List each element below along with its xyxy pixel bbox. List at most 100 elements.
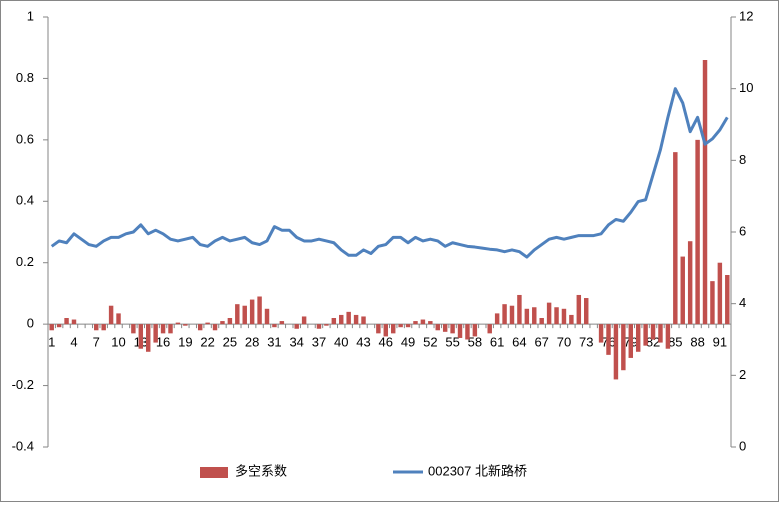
x-tick-label: 82: [646, 335, 660, 350]
bar: [49, 324, 54, 331]
bar: [598, 324, 604, 343]
bar: [138, 324, 144, 349]
x-tick-label: 40: [334, 335, 348, 350]
bar: [665, 324, 671, 349]
legend: 多空系数 002307 北新路桥: [200, 463, 527, 478]
bar: [183, 324, 188, 326]
bar: [108, 305, 114, 325]
bar: [687, 241, 693, 325]
bar: [658, 324, 663, 343]
bar: [546, 302, 552, 325]
x-tick-label: 25: [223, 335, 237, 350]
bar: [71, 319, 77, 325]
y-tick-label: 0.8: [16, 70, 34, 85]
y2-tick-label: 10: [739, 80, 753, 95]
bar: [346, 311, 351, 325]
bar: [316, 324, 322, 329]
bar: [324, 324, 329, 326]
y-tick-label: 0.4: [16, 193, 34, 208]
bar: [227, 318, 233, 325]
bar: [457, 324, 463, 338]
bar: [301, 316, 307, 325]
bar: [584, 298, 589, 325]
bar: [554, 307, 559, 325]
bar: [376, 324, 381, 334]
y2-tick-label: 2: [739, 367, 746, 382]
x-tick-label: 7: [93, 335, 100, 350]
y2-tick-label: 12: [739, 8, 753, 23]
bar: [487, 324, 492, 334]
bar: [494, 313, 500, 325]
x-tick-label: 4: [70, 335, 77, 350]
bar: [680, 256, 685, 325]
bar: [532, 307, 537, 325]
bar: [428, 321, 433, 325]
legend-label: 多空系数: [235, 463, 287, 478]
bar: [279, 321, 285, 325]
bar: [264, 308, 270, 325]
y2-tick-label: 0: [739, 438, 746, 453]
bar: [272, 324, 277, 328]
x-tick-label: 61: [490, 335, 504, 350]
bar: [235, 304, 240, 325]
bar: [175, 322, 181, 325]
x-tick-label: 58: [468, 335, 482, 350]
bar: [502, 304, 507, 325]
x-tick-label: 64: [512, 335, 526, 350]
bar: [450, 324, 455, 334]
x-tick-label: 85: [668, 335, 682, 350]
x-tick-label: 52: [423, 335, 437, 350]
bar: [524, 308, 530, 325]
bar: [205, 322, 210, 325]
bar: [56, 324, 62, 328]
bar: [145, 324, 151, 352]
bar: [621, 324, 626, 371]
bar: [628, 324, 634, 358]
bar: [606, 324, 611, 355]
bar: [725, 275, 730, 325]
x-tick-label: 73: [579, 335, 593, 350]
bar: [635, 324, 641, 352]
x-tick-label: 1: [48, 335, 55, 350]
x-tick-label: 43: [356, 335, 370, 350]
bar: [294, 324, 299, 329]
y2-tick-label: 8: [739, 152, 746, 167]
bar: [413, 321, 418, 325]
bar: [673, 152, 678, 325]
bar: [160, 324, 166, 334]
bar: [383, 324, 389, 337]
y-tick-label: 0.2: [16, 254, 34, 269]
bar: [613, 324, 619, 380]
bar: [242, 305, 247, 325]
bar: [212, 324, 218, 331]
x-tick-label: 55: [445, 335, 459, 350]
bar: [131, 324, 136, 334]
legend-swatch: [200, 467, 228, 478]
bar: [257, 296, 262, 325]
bar: [472, 324, 478, 337]
x-tick-label: 91: [713, 335, 727, 350]
bar: [361, 316, 366, 325]
bar: [517, 294, 522, 325]
x-tick-label: 34: [289, 335, 303, 350]
bar: [94, 324, 99, 331]
bar: [249, 299, 255, 325]
bar: [569, 314, 574, 325]
bar: [353, 314, 359, 325]
bar: [168, 324, 173, 334]
bar: [702, 60, 708, 325]
x-tick-label: 16: [156, 335, 170, 350]
x-tick-label: 88: [690, 335, 704, 350]
bar: [116, 313, 121, 325]
bar: [220, 321, 225, 325]
bar: [695, 139, 700, 325]
y-tick-label: -0.2: [12, 377, 34, 392]
x-tick-label: 70: [557, 335, 571, 350]
x-tick-label: 37: [312, 335, 326, 350]
x-tick-label: 31: [267, 335, 281, 350]
bar: [465, 324, 470, 340]
line: [50, 87, 729, 259]
y-tick-label: 0: [27, 316, 34, 331]
